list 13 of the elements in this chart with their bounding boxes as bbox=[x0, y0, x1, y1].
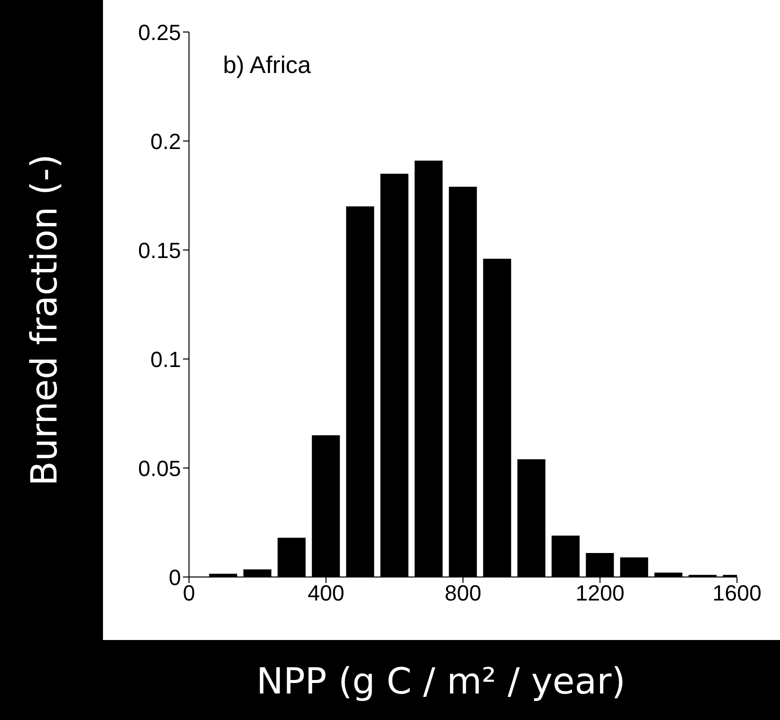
y-tick-label: 0.1 bbox=[150, 346, 181, 372]
y-axis-title: Burned fraction (-) bbox=[24, 154, 66, 486]
x-tick-label: 800 bbox=[444, 580, 482, 606]
y-tick-label: 0.2 bbox=[150, 128, 181, 154]
x-tick-label: 400 bbox=[308, 580, 344, 606]
y-tick-label: 0 bbox=[168, 564, 181, 590]
x-tick-label: 1600 bbox=[712, 580, 762, 606]
annotation: b) Africa bbox=[223, 52, 312, 80]
x-axis-title: NPP (g C / m² / year) bbox=[256, 662, 626, 702]
y-tick-label: 0.15 bbox=[138, 238, 181, 263]
x-tick-label: 1200 bbox=[576, 580, 624, 606]
y-tick-label: 0.05 bbox=[138, 456, 181, 481]
y-tick-label: 0.25 bbox=[138, 20, 181, 45]
